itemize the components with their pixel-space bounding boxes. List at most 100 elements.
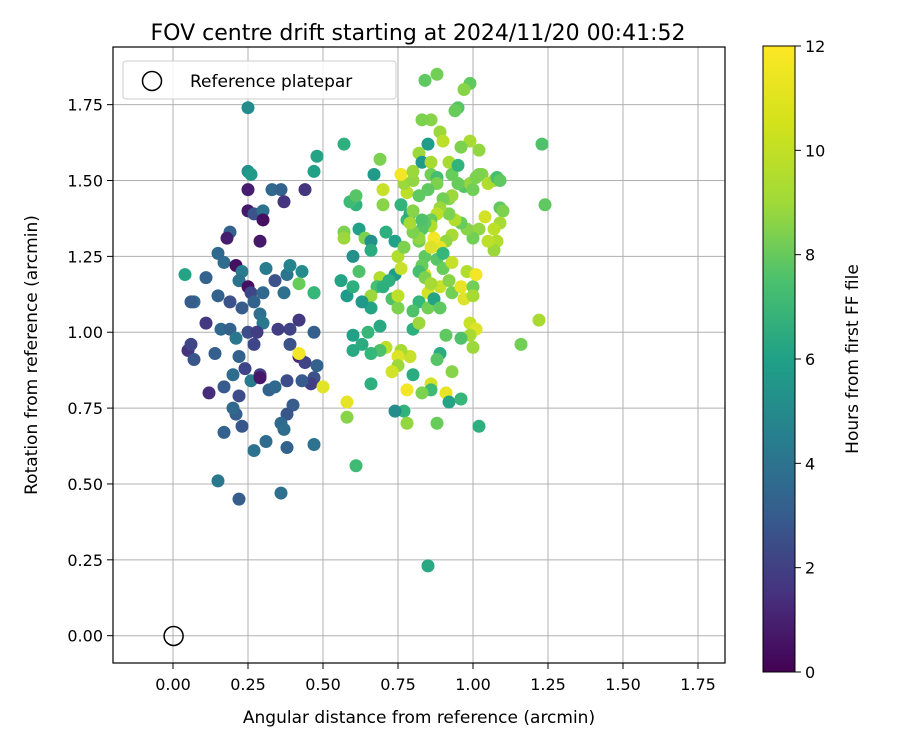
data-point — [472, 419, 486, 433]
data-point — [238, 362, 252, 376]
data-point — [352, 265, 366, 279]
data-point — [247, 295, 261, 309]
colorbar-tick-label: 0 — [805, 663, 815, 682]
data-point — [466, 183, 480, 197]
data-point — [307, 286, 321, 300]
y-tick-label: 1.25 — [67, 247, 103, 266]
y-axis-ticks: 0.00 0.25 0.50 0.75 1.00 1.25 1.50 1.75 — [67, 96, 113, 646]
data-point — [397, 404, 411, 418]
data-point — [385, 365, 399, 379]
plot-area — [113, 47, 725, 663]
data-point — [493, 174, 507, 188]
data-point — [241, 101, 255, 115]
data-point — [316, 380, 330, 394]
data-point — [244, 167, 258, 181]
data-point — [448, 104, 462, 118]
colorbar-gradient — [762, 45, 796, 673]
data-point — [415, 213, 429, 227]
colorbar-tick-label: 10 — [805, 141, 825, 160]
data-point — [274, 183, 288, 197]
legend: Reference platepar — [122, 60, 397, 100]
data-point — [307, 164, 321, 178]
data-point — [259, 434, 273, 448]
data-point — [364, 234, 378, 248]
data-point — [442, 395, 456, 409]
data-point — [346, 280, 360, 294]
data-point — [268, 274, 282, 288]
data-point — [274, 486, 288, 500]
y-tick-label: 1.50 — [67, 172, 103, 191]
data-point — [226, 368, 240, 382]
data-point — [430, 67, 444, 81]
data-point — [406, 368, 420, 382]
data-point — [184, 295, 198, 309]
data-point — [208, 346, 222, 360]
data-point — [229, 331, 243, 345]
y-tick-label: 1.75 — [67, 96, 103, 115]
data-point — [337, 137, 351, 151]
data-point — [382, 274, 396, 288]
data-point — [232, 492, 246, 506]
data-point — [292, 313, 306, 327]
x-tick-label: 1.50 — [605, 675, 641, 694]
data-point — [310, 149, 324, 163]
data-point — [433, 301, 447, 315]
data-point — [406, 174, 420, 188]
data-point — [340, 410, 354, 424]
legend-marker-icon — [141, 70, 163, 92]
data-point — [412, 316, 426, 330]
data-point — [337, 231, 351, 245]
plot-frame — [112, 46, 726, 664]
data-point — [454, 331, 468, 345]
data-point — [241, 325, 255, 339]
data-point — [439, 328, 453, 342]
y-tick-label: 0.00 — [67, 627, 103, 646]
data-point — [346, 343, 360, 357]
data-point — [259, 262, 273, 276]
y-tick-label: 0.75 — [67, 399, 103, 418]
data-point — [424, 155, 438, 169]
data-points — [178, 67, 552, 573]
data-point — [247, 337, 261, 351]
data-point — [376, 198, 390, 212]
data-point — [454, 280, 468, 294]
data-point — [349, 189, 363, 203]
data-point — [253, 371, 267, 385]
data-point — [256, 286, 270, 300]
colorbar-tick-label: 8 — [805, 246, 815, 265]
data-point — [394, 262, 408, 276]
data-point — [466, 340, 480, 354]
data-point — [418, 73, 432, 87]
data-point — [430, 353, 444, 367]
data-point — [367, 167, 381, 181]
data-point — [355, 295, 369, 309]
data-point — [340, 395, 354, 409]
x-tick-label: 1.25 — [530, 675, 566, 694]
data-point — [391, 301, 405, 315]
data-point — [187, 353, 201, 367]
data-point — [307, 438, 321, 452]
chart-title: FOV centre drift starting at 2024/11/20 … — [151, 21, 686, 46]
x-tick-label: 0.75 — [380, 675, 416, 694]
data-point — [292, 346, 306, 360]
data-point — [421, 559, 435, 573]
data-point — [397, 240, 411, 254]
colorbar-tick-label: 4 — [805, 454, 815, 473]
data-point — [454, 140, 468, 154]
colorbar-label: Hours from first FF file — [843, 264, 863, 454]
y-tick-label: 1.00 — [67, 323, 103, 342]
data-point — [364, 243, 378, 257]
data-point — [211, 474, 225, 488]
data-point — [199, 316, 213, 330]
data-point — [415, 113, 429, 127]
data-point — [271, 322, 285, 336]
data-point — [295, 374, 309, 388]
data-point — [466, 289, 480, 303]
data-point — [241, 183, 255, 197]
reference-platepar-marker — [163, 625, 184, 647]
data-point — [247, 444, 261, 458]
data-point — [223, 295, 237, 309]
data-point — [454, 392, 468, 406]
data-point — [226, 401, 240, 415]
data-point — [256, 213, 270, 227]
